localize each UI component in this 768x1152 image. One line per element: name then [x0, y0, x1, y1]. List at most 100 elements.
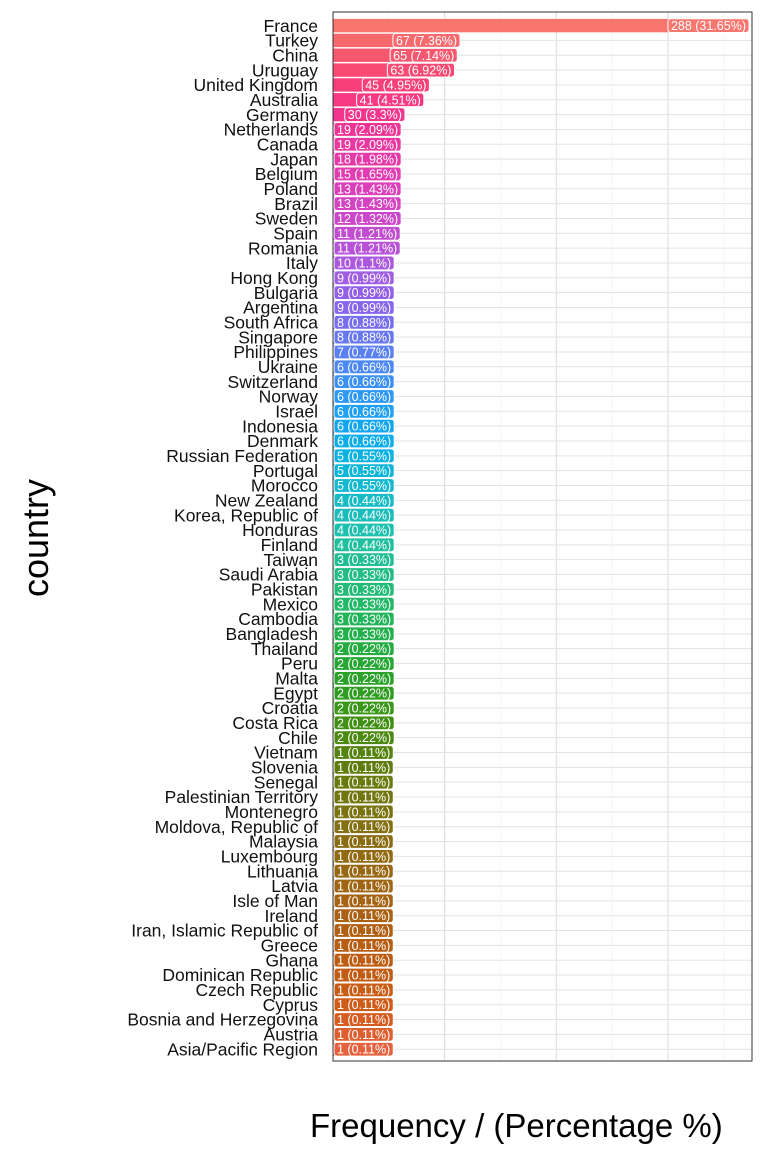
- category-label: Russian Federation: [166, 446, 318, 466]
- bar-value-label: 13 (1.43%): [337, 182, 398, 196]
- bar-label-box: [333, 403, 395, 419]
- bar-label-box: [344, 107, 406, 123]
- bar-label-box: [333, 225, 401, 241]
- bar-value-label: 6 (0.66%): [337, 405, 391, 419]
- bar-label-box: [333, 834, 394, 849]
- bar-value-label: 2 (0.22%): [337, 672, 391, 686]
- bar-label-box: [333, 952, 394, 968]
- bar-value-label: 45 (4.95%): [365, 78, 426, 92]
- bar-value-label: 1 (0.11%): [337, 820, 390, 834]
- bar-value-label: 9 (0.99%): [337, 271, 391, 285]
- category-label: Brazil: [274, 194, 318, 214]
- category-label: Bulgaria: [254, 283, 318, 303]
- bar-value-label: 1 (0.11%): [337, 894, 390, 908]
- bar-value-label: 1 (0.11%): [337, 865, 390, 879]
- category-label: Switzerland: [228, 372, 318, 392]
- category-label: Cambodia: [238, 609, 318, 629]
- category-label: Malaysia: [249, 832, 318, 852]
- bar-label-box: [389, 47, 458, 63]
- bar-value-label: 12 (1.32%): [337, 212, 398, 226]
- bar-label-box: [333, 492, 395, 508]
- category-label: Morocco: [251, 476, 318, 496]
- bar-label-box: [333, 329, 395, 345]
- y-axis-title: country: [15, 479, 56, 597]
- bar-label-box: [333, 937, 394, 953]
- bar-label-box: [333, 656, 395, 671]
- bar-value-label: 3 (0.33%): [337, 627, 391, 641]
- bar-value-label: 1 (0.11%): [337, 969, 390, 983]
- bar-value-label: 11 (1.21%): [337, 227, 397, 241]
- category-label: Isle of Man: [232, 891, 318, 911]
- bar-value-label: 5 (0.55%): [337, 479, 391, 493]
- bar-label-box: [333, 923, 394, 938]
- category-label: Turkey: [265, 31, 318, 51]
- bar-label-box: [333, 567, 395, 582]
- category-label: Uruguay: [252, 60, 318, 80]
- bar-value-label: 30 (3.3%): [348, 108, 402, 122]
- bar-label-box: [386, 62, 455, 78]
- category-label: Egypt: [273, 683, 318, 703]
- bar-value-label: 41 (4.51%): [360, 93, 421, 107]
- category-label: Pakistan: [251, 580, 318, 600]
- bar-value-label: 67 (7.36%): [396, 34, 457, 48]
- bar-label-box: [333, 685, 395, 701]
- bar-label-box: [333, 759, 394, 775]
- bar-value-label: 2 (0.22%): [337, 657, 391, 671]
- bar-value-label: 5 (0.55%): [337, 464, 391, 478]
- bar-label-box: [333, 789, 394, 805]
- bar-label-box: [333, 151, 402, 167]
- category-label: New Zealand: [215, 491, 318, 511]
- bar-label-box: [333, 848, 394, 864]
- bar-value-label: 1 (0.11%): [337, 939, 390, 953]
- bar-label-box: [333, 389, 395, 404]
- bar-label-box: [333, 730, 395, 746]
- bar-label-box: [333, 211, 402, 226]
- bar-value-label: 18 (1.98%): [337, 153, 398, 167]
- category-label: Mexico: [263, 594, 318, 614]
- bar-label-box: [333, 478, 395, 493]
- category-label: Sweden: [255, 209, 318, 229]
- bar-value-label: 11 (1.21%): [337, 242, 397, 256]
- bar-value-label: 63 (6.92%): [390, 64, 451, 78]
- bar-label-box: [333, 1012, 394, 1027]
- category-label: Finland: [261, 535, 318, 555]
- bar-value-label: 15 (1.65%): [337, 167, 398, 181]
- category-label: Saudi Arabia: [219, 565, 319, 585]
- bar-label-box: [333, 863, 394, 879]
- category-label: Argentina: [243, 298, 318, 318]
- bar-label-box: [333, 982, 394, 998]
- bar-label-box: [333, 314, 395, 330]
- bar-value-label: 5 (0.55%): [337, 449, 391, 463]
- bar-value-label: 2 (0.22%): [337, 642, 391, 656]
- bar-value-label: 1 (0.11%): [337, 998, 390, 1012]
- bar-label-box: [333, 700, 395, 716]
- bar-value-label: 1 (0.11%): [337, 909, 390, 923]
- bar-value-label: 9 (0.99%): [337, 286, 391, 300]
- bar-label-box: [333, 878, 394, 894]
- bar-value-label: 1 (0.11%): [337, 761, 390, 775]
- bar-label-box: [333, 181, 402, 197]
- bar-label-box: [333, 908, 394, 924]
- bar-value-label: 1 (0.11%): [337, 1043, 390, 1057]
- bar-value-label: 9 (0.99%): [337, 301, 391, 315]
- bar-label-box: [356, 92, 425, 108]
- category-label: Romania: [248, 238, 318, 258]
- category-label: Malta: [275, 669, 318, 689]
- bar-label-box: [392, 33, 461, 48]
- bar-value-label: 288 (31.65%): [671, 19, 746, 33]
- bar-label-box: [333, 122, 402, 137]
- category-label: Luxembourg: [221, 847, 318, 867]
- bar-label-box: [333, 581, 395, 597]
- category-label: Denmark: [247, 431, 318, 451]
- bar-value-label: 3 (0.33%): [337, 613, 391, 627]
- category-label: Moldova, Republic of: [155, 817, 319, 837]
- category-label: Spain: [273, 223, 318, 243]
- bar-value-label: 8 (0.88%): [337, 316, 391, 330]
- bar-label-box: [333, 745, 394, 760]
- bar-label-box: [333, 507, 395, 523]
- bar-label-box: [361, 77, 430, 93]
- category-label: France: [264, 16, 318, 36]
- bar-value-label: 3 (0.33%): [337, 598, 391, 612]
- category-label: Norway: [259, 387, 319, 407]
